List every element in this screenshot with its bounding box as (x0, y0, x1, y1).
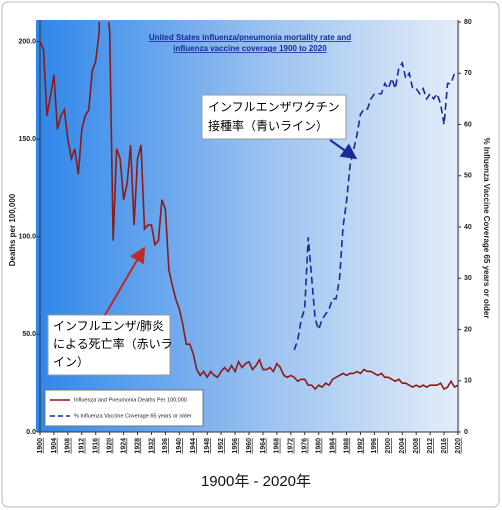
x-tick-label: 2000 (385, 438, 392, 454)
y2-tick-label: 30 (464, 275, 472, 282)
chart-title: influenza vaccine coverage 1900 to 2020 (173, 44, 327, 53)
series-line (39, 22, 459, 391)
y2-tick-label: 20 (464, 326, 472, 333)
x-tick-label: 2020 (455, 438, 462, 454)
x-tick-label: 1904 (51, 438, 58, 454)
x-tick-label: 1924 (120, 438, 127, 454)
legend-box (44, 389, 204, 427)
x-tick-label: 1916 (93, 438, 100, 454)
x-tick-label: 1936 (162, 438, 169, 454)
y2-tick-label: 60 (464, 121, 472, 128)
annotation-box (201, 94, 347, 140)
annotation-arrow (104, 246, 146, 316)
y2-tick-label: 10 (464, 378, 472, 385)
y-axis-label: Deaths per 100,000 (8, 193, 17, 266)
y2-axis-label: % Influenza Vaccine Coverage 65 years or… (482, 138, 491, 319)
x-tick-label: 1968 (274, 438, 281, 454)
x-tick-label: 1952 (218, 438, 225, 454)
chart-title: United States influenza/pneumonia mortal… (149, 33, 351, 42)
y2-tick-label: 80 (464, 19, 472, 26)
x-tick-label: 1948 (204, 438, 211, 454)
x-tick-label: 1964 (260, 438, 267, 454)
y2-tick-label: 0 (464, 429, 468, 436)
x-tick-label: 1988 (343, 438, 350, 454)
x-tick-label: 1980 (316, 438, 323, 454)
x-tick-label: 2008 (413, 438, 420, 454)
caption: 1900年 - 2020年 (201, 473, 311, 490)
annotation-text: 接種率（青いライン） (208, 118, 328, 133)
x-tick-label: 2012 (427, 438, 434, 454)
annotation-text: インフルエンザ/肺炎 (53, 319, 164, 333)
x-tick-label: 1984 (329, 438, 336, 454)
x-tick-label: 1956 (232, 438, 239, 454)
x-tick-label: 1996 (371, 438, 378, 454)
annotation-arrow (329, 139, 358, 160)
x-tick-label: 1976 (302, 438, 309, 454)
annotation-box (47, 314, 171, 376)
x-tick-label: 1920 (107, 438, 114, 454)
annotation-text: イン） (53, 355, 89, 369)
annotation-text: による死亡率（赤いラ (53, 336, 173, 351)
y2-tick-label: 50 (464, 173, 472, 180)
x-tick-label: 2016 (441, 438, 448, 454)
x-tick-label: 1940 (176, 438, 183, 454)
y2-tick-label: 40 (464, 224, 472, 231)
x-tick-label: 1972 (288, 438, 295, 454)
x-tick-label: 1992 (357, 438, 364, 454)
x-tick-label: 1928 (134, 438, 141, 454)
x-tick-label: 1900 (37, 438, 44, 454)
y2-tick-label: 70 (464, 70, 472, 77)
legend-label: Influenza and Pneumonia Deaths Per 100,0… (74, 397, 187, 403)
x-tick-label: 1912 (79, 438, 86, 454)
x-tick-label: 1944 (190, 438, 197, 454)
y-tick-label: 150.0 (18, 136, 36, 143)
annotation-text: インフルエンザワクチン (208, 100, 340, 114)
y-tick-label: 200.0 (18, 38, 36, 45)
x-tick-label: 1932 (148, 438, 155, 454)
x-tick-label: 1908 (65, 438, 72, 454)
legend-label: % Influenza Vaccine Coverage 65 years or… (74, 413, 192, 419)
x-tick-label: 2004 (399, 438, 406, 454)
y-tick-label: 100.0 (18, 234, 36, 241)
x-tick-label: 1960 (246, 438, 253, 454)
y-tick-label: 0.0 (26, 429, 36, 436)
y-tick-label: 50.0 (22, 331, 36, 338)
